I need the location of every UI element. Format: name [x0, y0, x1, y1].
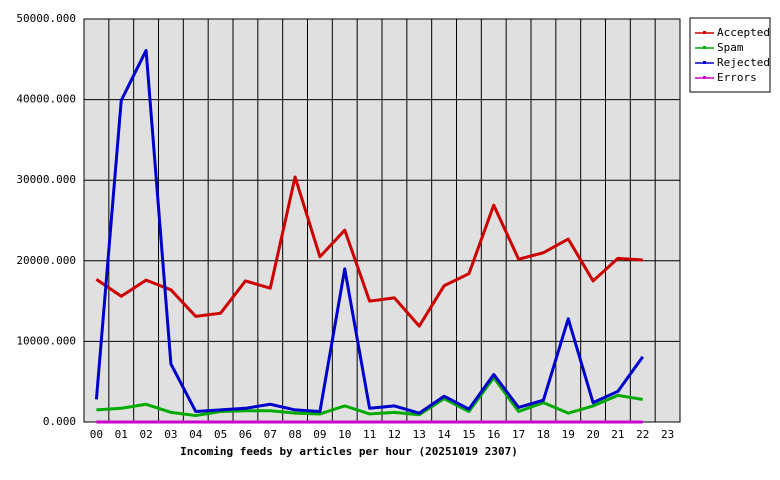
x-tick-label: 20 — [586, 428, 599, 441]
x-tick-label: 22 — [636, 428, 649, 441]
y-tick-label: 40000.000 — [16, 93, 76, 106]
x-tick-label: 04 — [189, 428, 203, 441]
x-tick-label: 23 — [661, 428, 674, 441]
x-tick-label: 08 — [288, 428, 301, 441]
x-tick-label: 00 — [90, 428, 103, 441]
x-tick-label: 16 — [487, 428, 500, 441]
x-tick-label: 12 — [388, 428, 401, 441]
x-tick-label: 01 — [115, 428, 128, 441]
legend-marker — [703, 46, 706, 49]
legend — [689, 17, 771, 93]
x-tick-label: 14 — [437, 428, 451, 441]
legend-marker — [703, 61, 706, 64]
x-tick-label: 21 — [611, 428, 624, 441]
x-tick-label: 03 — [164, 428, 177, 441]
x-tick-label: 13 — [413, 428, 426, 441]
y-tick-label: 30000.000 — [16, 173, 76, 186]
x-tick-label: 17 — [512, 428, 525, 441]
legend-label: Accepted — [717, 26, 770, 39]
x-tick-label: 11 — [363, 428, 376, 441]
series-line — [95, 175, 643, 328]
legend-label: Errors — [717, 71, 757, 84]
x-axis-label: Incoming feeds by articles per hour (202… — [180, 445, 518, 458]
series-line — [94, 48, 644, 415]
y-tick-label: 0.000 — [43, 415, 76, 428]
legend-label: Spam — [717, 41, 744, 54]
x-tick-label: 19 — [562, 428, 575, 441]
x-tick-label: 06 — [239, 428, 252, 441]
legend-marker — [703, 76, 706, 79]
x-tick-label: 15 — [462, 428, 475, 441]
x-tick-label: 05 — [214, 428, 227, 441]
x-tick-label: 09 — [313, 428, 326, 441]
series-line — [96, 376, 643, 418]
x-tick-label: 02 — [139, 428, 152, 441]
y-tick-label: 50000.000 — [16, 12, 76, 25]
x-tick-label: 10 — [338, 428, 351, 441]
legend-label: Rejected — [717, 56, 770, 69]
legend-marker — [703, 31, 706, 34]
y-tick-label: 20000.000 — [16, 254, 76, 267]
x-tick-label: 07 — [264, 428, 277, 441]
y-tick-label: 10000.000 — [16, 334, 76, 347]
x-tick-label: 18 — [537, 428, 550, 441]
